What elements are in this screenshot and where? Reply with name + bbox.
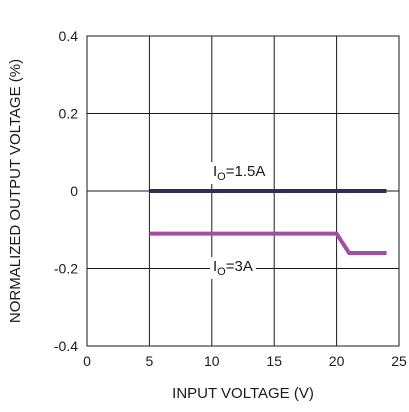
x-tick-label: 10	[204, 353, 220, 369]
series-label-background	[210, 257, 256, 279]
series-label-background	[210, 162, 269, 184]
series-label: IO=3A	[213, 258, 253, 278]
x-tick-label: 20	[329, 353, 345, 369]
y-tick-label: 0	[70, 183, 78, 199]
x-tick-label: 25	[391, 353, 407, 369]
x-axis-title: INPUT VOLTAGE (V)	[172, 385, 314, 402]
series-labels: IO=1.5A IO=3A	[210, 162, 269, 279]
y-tick-label: -0.2	[54, 261, 78, 277]
plot-frame	[86, 35, 400, 347]
series-layer	[149, 189, 387, 255]
x-tick-label: 15	[266, 353, 282, 369]
y-axis-title: NORMALIZED OUTPUT VOLTAGE (%)	[7, 59, 24, 323]
tick-labels: 0 5 10 15 20 25 0.4 0.2 0 -0.2 -0.4	[54, 28, 407, 369]
y-tick-label: 0.2	[59, 106, 79, 122]
y-tick-label: 0.4	[59, 28, 79, 44]
y-tick-label: -0.4	[54, 338, 78, 354]
x-tick-label: 0	[83, 353, 91, 369]
x-tick-label: 5	[146, 353, 154, 369]
series-label: IO=1.5A	[213, 163, 265, 183]
series-line	[149, 231, 387, 255]
